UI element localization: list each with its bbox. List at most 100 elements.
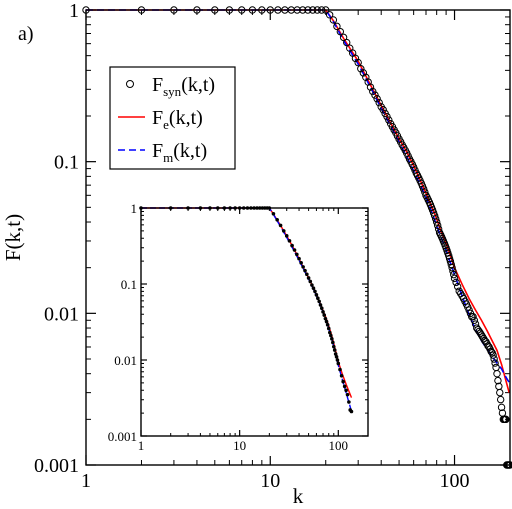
main-series-syn-point: [497, 403, 506, 412]
main-x-tick-label: 1: [81, 470, 91, 492]
main-series-syn-point: [493, 369, 501, 378]
inset-series-data-point: [322, 313, 327, 317]
main-series-syn-point: [431, 215, 440, 223]
inset-series-data-point: [306, 276, 311, 280]
inset-series-data-point: [313, 289, 317, 294]
inset-series-data-point: [336, 361, 341, 366]
main-y-tick-label: 0.01: [44, 303, 79, 325]
main-series-syn-point: [433, 221, 442, 230]
main-series-syn-point: [379, 106, 387, 114]
main-series-syn-point: [453, 282, 462, 291]
inset-series-data-point: [290, 243, 294, 248]
main-series-syn-point: [385, 116, 393, 124]
inset-series-data-point: [332, 348, 337, 352]
main-series-syn-point: [450, 274, 459, 283]
main-series-syn-point: [375, 98, 383, 107]
main-series-syn-point: [450, 270, 458, 279]
inset-series-data-point: [317, 299, 321, 304]
inset-series-data-point: [338, 367, 342, 372]
inset-series-data-point: [278, 223, 283, 228]
main-y-tick-label: 0.001: [34, 455, 79, 477]
main-series-syn-point: [447, 260, 455, 269]
inset-series-data-point: [341, 379, 345, 384]
inset-x-tick-label: 10: [233, 438, 246, 453]
inset-plot-area: [141, 208, 368, 436]
main-series-syn-point: [448, 263, 456, 272]
inset-series-data-point: [316, 296, 320, 301]
inset-series-data-point: [323, 316, 328, 321]
panel-label: a): [18, 23, 34, 45]
inset-series-data-point: [311, 286, 316, 291]
inset-y-tick-label: 1: [131, 201, 138, 216]
inset-series-data-point: [324, 319, 329, 324]
inset-series-data-point: [295, 252, 299, 257]
inset-series-data-point: [319, 306, 324, 311]
inset-series-data-point: [331, 344, 336, 349]
inset-series-data-point: [299, 261, 303, 265]
main-series-syn-point: [366, 83, 375, 91]
inset-series-data-point: [334, 355, 339, 359]
inset-series-data-point: [329, 333, 333, 338]
inset-series-data-point: [339, 373, 344, 378]
inset-series-data-point: [347, 400, 351, 404]
main-series-syn-point: [478, 333, 487, 341]
inset-series-data-point: [287, 239, 292, 243]
main-y-tick-label: 1: [69, 0, 79, 22]
inset-series-data-point: [314, 293, 319, 297]
inset-series-data-point: [303, 268, 307, 273]
inset-x-tick-label: 1: [138, 438, 145, 453]
inset-series-data-point: [333, 352, 338, 356]
main-series-syn-point: [432, 218, 441, 226]
inset-series-data-point: [349, 409, 354, 414]
main-series-syn-point: [452, 278, 460, 287]
inset-y-tick-label: 0.001: [108, 429, 137, 444]
inset-y-tick-label: 0.01: [114, 353, 137, 368]
inset-frame: [140, 207, 369, 437]
inset-series-data-point: [330, 337, 334, 341]
main-series-syn-point: [469, 313, 477, 321]
legend-box: [109, 66, 236, 170]
legend: Fsyn(k,t) Fe(k,t) Fm(k,t): [109, 66, 236, 170]
main-series-syn-point: [476, 329, 485, 337]
inset-series-data-point: [292, 248, 297, 252]
inset-series-data-point: [326, 326, 331, 331]
inset-series-data-point: [310, 283, 314, 287]
main-series-syn-point: [357, 65, 365, 73]
inset-series-data-point: [342, 384, 347, 389]
main-series-syn-point: [354, 58, 362, 67]
legend-label-e: Fe(k,t): [152, 107, 203, 132]
main-x-tick-label: 100: [440, 470, 470, 492]
inset-series-data-point: [328, 330, 332, 335]
main-series-syn-point: [490, 355, 498, 363]
legend-marker-syn: [126, 80, 134, 88]
inset-series-data-point: [301, 265, 305, 269]
main-series-syn-point: [496, 395, 505, 404]
inset-x-tick-label: 100: [329, 438, 349, 453]
main-series-syn-point: [477, 331, 486, 339]
inset-series-data-point: [325, 323, 330, 327]
inset-series-data-point: [281, 229, 286, 233]
main-series-syn-point: [502, 415, 510, 424]
main-series-syn-point: [336, 27, 345, 36]
inset-series-data-point: [284, 234, 289, 238]
inset-series-data-point: [308, 279, 313, 284]
main-frame: [85, 9, 511, 466]
inset-series-data-point: [331, 340, 335, 345]
inset-y-tick-label: 0.1: [121, 277, 137, 292]
inset-series-data-point: [345, 392, 350, 397]
inset-series-data-point: [297, 256, 301, 261]
main-series-syn-point: [333, 22, 341, 31]
main-series-syn-point: [343, 38, 351, 47]
main-series-syn-point: [339, 33, 348, 42]
legend-label-m: Fm(k,t): [152, 140, 207, 165]
main-series-syn-point: [489, 351, 497, 359]
main-x-axis-label: k: [293, 484, 304, 508]
main-series-syn-point: [371, 91, 379, 99]
main-series-syn-point: [494, 376, 502, 385]
main-series-syn-point: [491, 359, 499, 367]
inset-plot: 1 10 100 1 0.1 0.01 0.001: [100, 196, 378, 456]
inset-series-data-point: [305, 272, 309, 277]
main-series-syn-point: [359, 69, 368, 77]
main-series-syn-point: [465, 306, 473, 314]
